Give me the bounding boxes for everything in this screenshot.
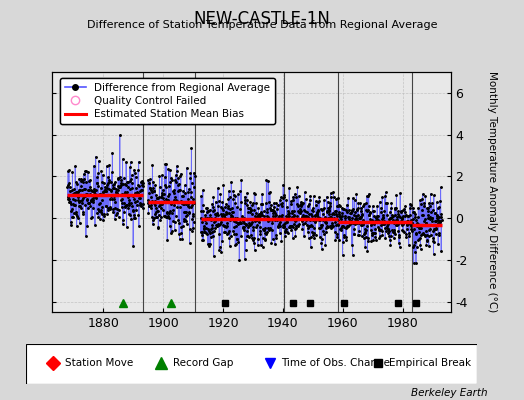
Text: Berkeley Earth: Berkeley Earth (411, 388, 487, 398)
Text: Time of Obs. Change: Time of Obs. Change (281, 358, 390, 368)
Text: Empirical Break: Empirical Break (389, 358, 471, 368)
Text: Station Move: Station Move (64, 358, 133, 368)
FancyBboxPatch shape (26, 344, 477, 384)
Text: Record Gap: Record Gap (173, 358, 233, 368)
Text: Difference of Station Temperature Data from Regional Average: Difference of Station Temperature Data f… (87, 20, 437, 30)
Y-axis label: Monthly Temperature Anomaly Difference (°C): Monthly Temperature Anomaly Difference (… (487, 71, 497, 313)
Legend: Difference from Regional Average, Quality Control Failed, Estimated Station Mean: Difference from Regional Average, Qualit… (60, 78, 275, 124)
Text: NEW-CASTLE-1N: NEW-CASTLE-1N (193, 10, 331, 28)
